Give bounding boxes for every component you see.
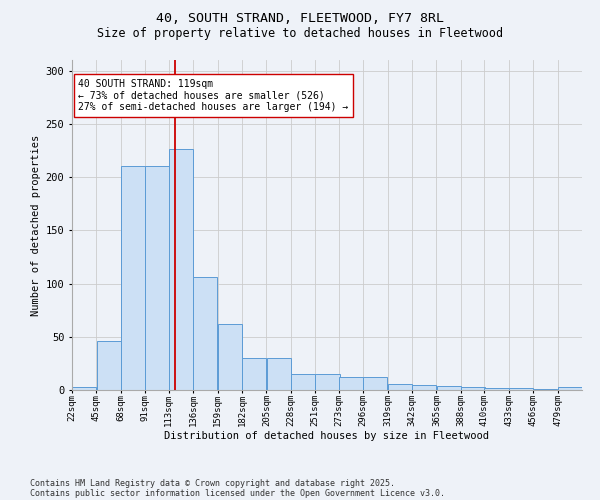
Bar [461,387,485,390]
Text: Size of property relative to detached houses in Fleetwood: Size of property relative to detached ho… [97,28,503,40]
Bar [193,277,217,390]
Bar [266,358,291,390]
Bar [484,388,509,390]
Bar [169,150,193,390]
Text: 40 SOUTH STRAND: 119sqm
← 73% of detached houses are smaller (526)
27% of semi-d: 40 SOUTH STRAND: 119sqm ← 73% of detache… [79,79,349,112]
Bar [316,374,340,390]
Bar [509,388,533,390]
Bar [437,386,461,390]
Bar [145,166,170,390]
Bar [72,387,96,390]
Bar [558,387,582,390]
Text: Contains public sector information licensed under the Open Government Licence v3: Contains public sector information licen… [30,488,445,498]
Bar [121,166,145,390]
Bar [242,358,266,390]
Bar [291,374,315,390]
Text: Contains HM Land Registry data © Crown copyright and database right 2025.: Contains HM Land Registry data © Crown c… [30,478,395,488]
Bar [97,341,121,390]
Bar [412,384,436,390]
X-axis label: Distribution of detached houses by size in Fleetwood: Distribution of detached houses by size … [164,430,490,440]
Text: 40, SOUTH STRAND, FLEETWOOD, FY7 8RL: 40, SOUTH STRAND, FLEETWOOD, FY7 8RL [156,12,444,26]
Bar [339,377,363,390]
Bar [533,389,557,390]
Bar [388,384,412,390]
Y-axis label: Number of detached properties: Number of detached properties [31,134,41,316]
Bar [363,377,388,390]
Bar [218,324,242,390]
